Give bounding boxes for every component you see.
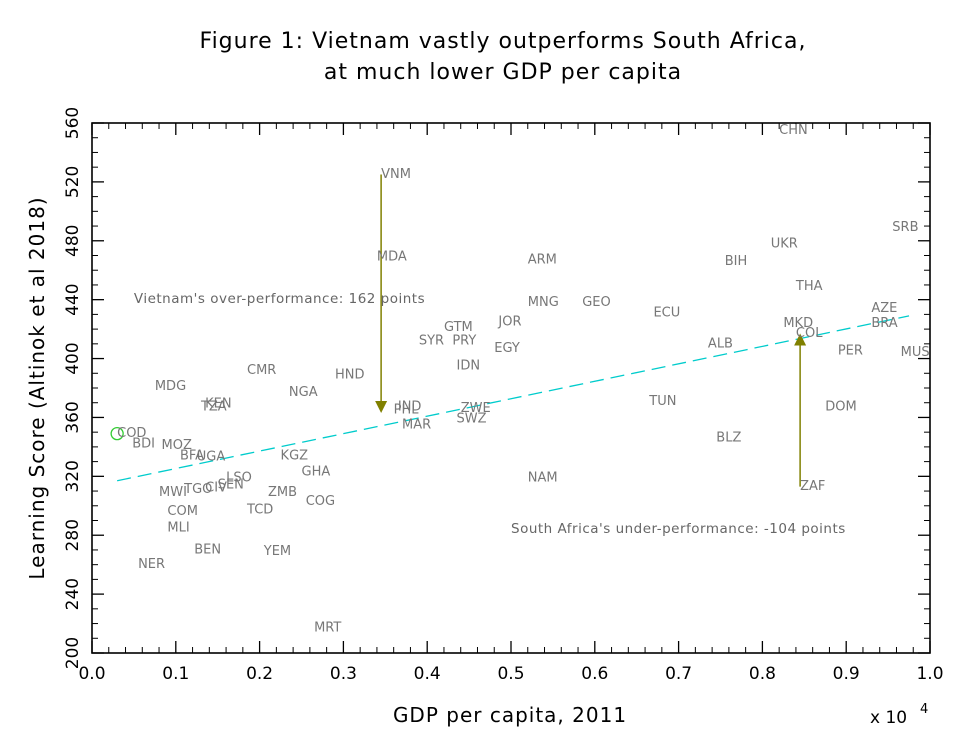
point-label: ZMB (268, 485, 297, 500)
highlight-circle (110, 426, 124, 441)
y-tick-label: 320 (63, 460, 83, 492)
point-label: COG (306, 494, 335, 509)
point-label: ZWE (461, 401, 491, 416)
chart-title-line1: Figure 1: Vietnam vastly outperforms Sou… (200, 29, 807, 54)
x-axis-label: GDP per capita, 2011 (393, 703, 627, 727)
arrow-head (375, 401, 388, 414)
point-label: UKR (771, 236, 798, 251)
x-scale-exponent: 4 (920, 702, 928, 717)
x-tick-label: 0.4 (414, 664, 441, 684)
point-label: GTM (444, 320, 473, 335)
y-tick-label: 400 (63, 342, 83, 374)
y-tick-label: 440 (63, 283, 83, 315)
point-label: MRT (314, 621, 341, 636)
point-label: ECU (653, 305, 680, 320)
annotation: Vietnam's over-performance: 162 points (134, 291, 425, 307)
point-label: HND (335, 367, 365, 382)
point-label: MOZ (162, 438, 192, 453)
y-tick-label: 200 (63, 637, 83, 669)
point-label: BLZ (716, 431, 741, 446)
point-label: IDN (457, 358, 481, 373)
point-label: MNG (528, 295, 559, 310)
point-label: MDG (155, 379, 186, 394)
point-label: BDI (132, 436, 155, 451)
point-label: IND (398, 400, 422, 415)
point-label: BFA (180, 448, 204, 463)
x-scale-label: x 10 (870, 708, 907, 728)
point-label: MKD (783, 316, 813, 331)
annotation: South Africa's under-performance: -104 p… (511, 521, 846, 537)
point-label: BIH (725, 254, 748, 269)
point-label: CHN (779, 123, 808, 138)
point-label: GHA (302, 464, 331, 479)
point-label: UGA (197, 450, 226, 465)
point-label: ZAF (800, 479, 825, 494)
x-tick-label: 0.5 (497, 664, 524, 684)
point-label: TCD (246, 503, 273, 518)
point-label: MLI (167, 520, 189, 535)
y-tick-label: 280 (63, 519, 83, 551)
x-tick-label: 0.7 (665, 664, 692, 684)
point-label: MWI (159, 485, 187, 500)
chart-marks: CHN VNM SRB UKR MDA ARM BIH THA MNG GEO AZE ECU JOR M… (110, 123, 930, 636)
point-label: BRA (871, 316, 897, 331)
point-label: SEN (218, 478, 244, 493)
point-label: PHL (394, 403, 420, 418)
axis-ticks: 0.0 0.1 0.2 0.3 0.4 0.5 0.6 0.7 0.8 0.9 1.0 200 240 2… (63, 107, 944, 684)
point-label: KEN (205, 397, 231, 412)
point-label: EGY (494, 341, 520, 356)
point-label: CMR (247, 363, 276, 378)
point-label: SRB (892, 220, 918, 235)
point-label: TGO (183, 482, 212, 497)
point-label: COM (167, 504, 198, 519)
y-tick-label: 240 (63, 578, 83, 610)
point-label: NGA (289, 385, 318, 400)
point-label: MAR (402, 417, 431, 432)
y-tick-label: 480 (63, 225, 83, 257)
x-tick-label: 0.3 (330, 664, 357, 684)
x-tick-label: 0.1 (162, 664, 189, 684)
y-tick-label: 360 (63, 401, 83, 433)
plot-frame (91, 122, 931, 654)
point-label: GEO (582, 295, 611, 310)
x-tick-label: 1.0 (916, 664, 943, 684)
point-label: MDA (377, 250, 407, 265)
x-tick-label: 0.2 (246, 664, 273, 684)
point-label: LSO (226, 470, 252, 485)
arrow-head (794, 333, 807, 346)
chart-title-line2: at much lower GDP per capita (324, 60, 682, 85)
point-label: COD (117, 426, 146, 441)
point-label: TZA (200, 400, 227, 415)
point-label: DOM (825, 400, 856, 415)
point-label: CIV (205, 481, 227, 496)
point-label: AZE (871, 301, 897, 316)
y-tick-label: 520 (63, 166, 83, 198)
point-label: TUN (648, 394, 676, 409)
point-label: ALB (708, 336, 733, 351)
point-label: ARM (528, 252, 557, 267)
point-label: NER (138, 557, 165, 572)
x-tick-label: 0.0 (78, 664, 105, 684)
point-label: THA (795, 279, 823, 294)
y-axis-label: Learning Score (Altinok et al 2018) (25, 196, 49, 579)
point-label: SWZ (457, 411, 487, 426)
point-label: VNM (381, 167, 411, 182)
point-label: PER (838, 344, 863, 359)
x-tick-label: 0.6 (581, 664, 608, 684)
point-label: JOR (497, 314, 521, 329)
point-label: MUS (901, 345, 930, 360)
y-tick-label: 560 (63, 107, 83, 139)
point-label: COL (796, 326, 823, 341)
point-label: YEM (263, 544, 291, 559)
point-label: PRY (452, 333, 476, 348)
x-tick-label: 0.8 (749, 664, 776, 684)
point-label: BEN (194, 542, 221, 557)
point-label: KGZ (281, 448, 309, 463)
point-label: NAM (528, 470, 558, 485)
trend-line (117, 315, 910, 482)
point-label: SYR (419, 333, 444, 348)
x-tick-label: 0.9 (833, 664, 860, 684)
